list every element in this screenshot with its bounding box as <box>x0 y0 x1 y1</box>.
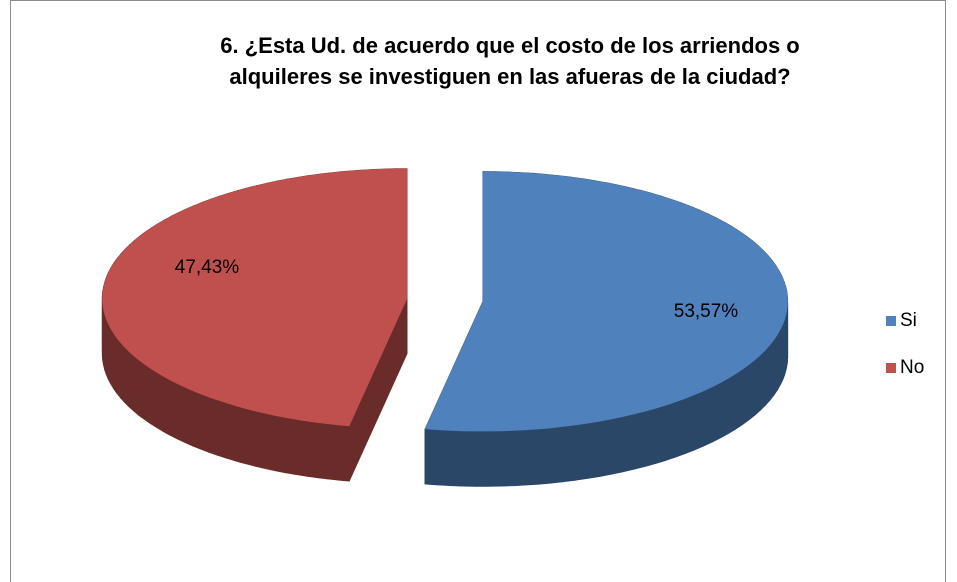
slice-side <box>138 359 145 420</box>
slice-side <box>113 332 117 395</box>
slice-side <box>316 422 328 480</box>
slice-side <box>513 429 527 487</box>
slice-side <box>156 371 164 432</box>
slice-side <box>327 423 339 481</box>
slice-side <box>711 382 721 443</box>
slice-side <box>110 327 114 390</box>
legend-swatch <box>886 363 896 373</box>
slice-side <box>773 334 778 397</box>
slice-side <box>169 379 178 440</box>
slice-side <box>525 428 539 486</box>
slice-side <box>764 344 771 407</box>
slice-side <box>633 411 645 470</box>
data-label: 53,57% <box>674 301 739 322</box>
pie-slice <box>424 171 789 487</box>
slice-side <box>184 386 193 447</box>
slice-side <box>128 351 134 412</box>
slice-side <box>200 393 210 453</box>
legend-swatch <box>886 316 896 326</box>
slice-side <box>462 430 476 487</box>
slice-side <box>120 342 125 404</box>
slice-side <box>124 346 130 408</box>
slice-side <box>575 423 588 481</box>
slice-top <box>424 171 788 432</box>
slice-side <box>703 386 713 447</box>
slice-side <box>244 408 256 467</box>
slice-side <box>192 390 201 450</box>
slice-side <box>644 408 656 468</box>
slice-side <box>254 410 266 469</box>
slice-side <box>217 399 227 459</box>
slice-side <box>149 367 157 429</box>
slice-side <box>694 390 704 451</box>
slice-side <box>162 375 171 436</box>
slice-side <box>654 405 666 465</box>
slice-side <box>684 394 695 455</box>
slice-side <box>719 378 729 439</box>
slice-side <box>622 414 634 473</box>
legend-label: Si <box>900 310 917 331</box>
slice-side <box>284 417 296 475</box>
slice-side <box>475 431 489 487</box>
slice-side <box>734 369 743 430</box>
slice-side <box>610 416 623 475</box>
data-label: 47,43% <box>175 257 240 278</box>
slice-side <box>777 328 781 392</box>
slice-side <box>675 398 686 458</box>
slice-top <box>102 168 408 427</box>
slice-side <box>305 420 317 479</box>
slice-side <box>500 430 514 487</box>
slice-side <box>337 424 350 482</box>
slice-side <box>759 349 766 412</box>
slice-side <box>741 364 750 426</box>
slice-side <box>487 430 502 487</box>
slice-side <box>208 396 218 456</box>
slice-side <box>226 402 237 462</box>
slice-side <box>550 426 564 484</box>
slice-side <box>599 419 612 477</box>
legend-label: No <box>900 357 924 378</box>
slice-side <box>538 427 552 485</box>
slice-side <box>563 424 576 483</box>
chart-title: alquileres se investiguen en las afueras… <box>229 64 790 89</box>
slice-side <box>727 373 736 435</box>
slice-side <box>587 421 600 479</box>
slice-side <box>274 415 286 474</box>
slice-side <box>264 413 276 472</box>
slice-side <box>107 324 111 385</box>
slice-side <box>754 354 761 417</box>
slice-side <box>780 324 784 386</box>
slice-side <box>449 430 464 487</box>
slice-side <box>294 419 307 477</box>
slice-side <box>235 405 246 465</box>
slice-side <box>133 355 139 416</box>
pie-slice <box>101 168 408 482</box>
chart-title: 6. ¿Esta Ud. de acuerdo que el costo de … <box>220 33 799 58</box>
slice-side <box>176 383 185 443</box>
slice-side <box>116 337 121 399</box>
slice-side <box>748 359 756 421</box>
slice-side <box>769 339 775 402</box>
slice-side <box>665 401 676 462</box>
slice-side <box>144 363 151 425</box>
